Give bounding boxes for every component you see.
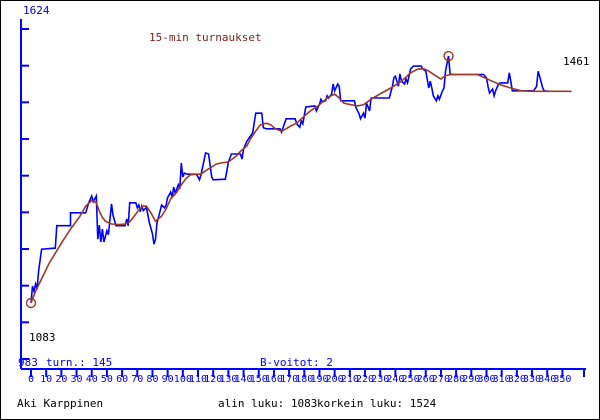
y-axis-max-label: 1624 [23,4,50,17]
smoothed-rating-line [30,68,572,304]
tournament-rating-line [30,55,549,304]
lowest-value-marker-label: 1083 [29,331,56,344]
b-wins-label: B-voitot: 2 [260,356,333,369]
peak-point-marker [443,50,454,62]
player-name-label: Aki Karppinen [17,397,104,410]
tournament-count-label: turn.: 145 [46,356,113,369]
highest-rating-label: korkein luku: 1524 [317,397,437,410]
final-value-label: 1461 [563,55,590,68]
chart-title: 15-min turnaukset [149,31,262,44]
lowest-rating-label: alin luku: 1083 [218,397,318,410]
axis-origin-label: 983 [18,356,38,369]
start-point-marker [25,297,37,309]
